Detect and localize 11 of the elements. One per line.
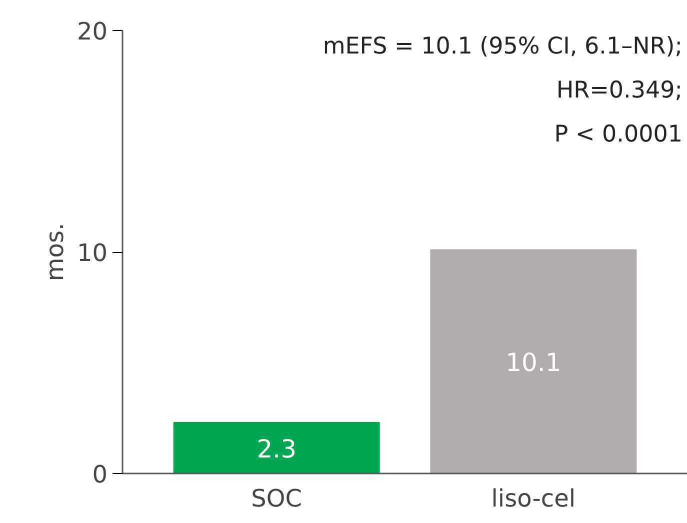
- x-tick-label: liso-cel: [491, 484, 576, 512]
- annotation: mEFS = 10.1 (95% CI, 6.1–NR);: [322, 34, 683, 60]
- y-tick-label: 20: [76, 18, 108, 46]
- annotation: P < 0.0001: [554, 122, 683, 148]
- annotation: HR=0.349;: [556, 78, 682, 104]
- y-tick-label: 10: [76, 239, 108, 267]
- y-tick-label: 0: [92, 460, 108, 488]
- x-tick-label: SOC: [251, 484, 302, 512]
- data-label: 2.3: [256, 434, 296, 464]
- y-axis-title: mos.: [40, 222, 69, 282]
- data-label: 10.1: [506, 348, 562, 378]
